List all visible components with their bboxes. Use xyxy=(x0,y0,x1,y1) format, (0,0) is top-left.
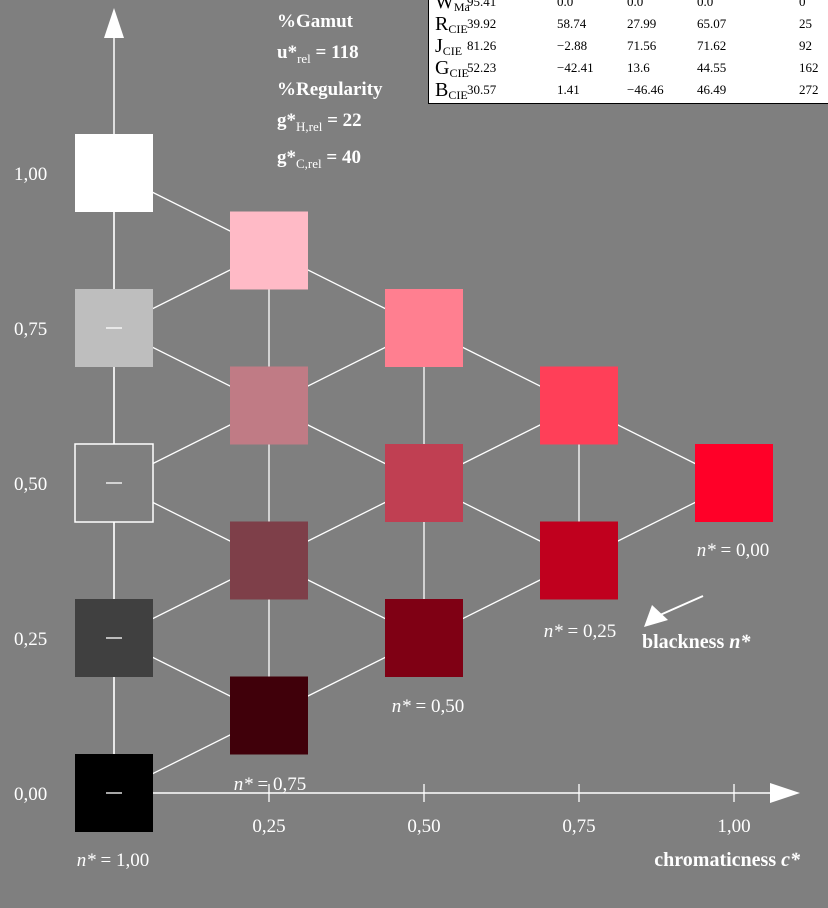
table-row: RCIE 39.92 58.74 27.99 65.07 25 xyxy=(429,13,828,36)
blackness-label: n* = 0,50 xyxy=(392,696,464,717)
row-name: RCIE xyxy=(435,13,468,36)
color-patch xyxy=(230,211,308,290)
color-patch xyxy=(230,366,308,445)
table-row: JCIE 81.26 −2.88 71.56 71.62 92 xyxy=(429,35,828,58)
x-tick-label: 0,50 xyxy=(407,816,440,837)
row-name: JCIE xyxy=(435,35,463,58)
y-tick-label: 0,75 xyxy=(14,319,47,340)
table-cell: 81.26 xyxy=(467,38,497,53)
y-axis-arrow-icon xyxy=(104,8,124,38)
table-cell: 46.49 xyxy=(697,82,727,97)
gamut-metrics: %Gamut u*rel = 118 %Regularity g*H,rel =… xyxy=(277,6,383,178)
table-cell: 0.0 xyxy=(697,0,714,9)
table-cell: 0.0 xyxy=(557,0,574,9)
color-patch xyxy=(385,599,463,677)
gh-rel-metric: g*H,rel = 22 xyxy=(277,109,362,134)
blackness-axis-label: blackness n* xyxy=(642,631,751,653)
x-tick-label: 1,00 xyxy=(717,816,750,837)
table-cell: 0 xyxy=(799,0,806,9)
x-axis-label: chromaticness c* xyxy=(654,849,801,871)
table-cell: 30.57 xyxy=(467,82,497,97)
color-patch xyxy=(385,289,463,367)
y-tick-label: 0,25 xyxy=(14,629,47,650)
table-cell: 25 xyxy=(799,16,812,31)
table-cell: 27.99 xyxy=(627,16,657,31)
x-axis-arrow-icon xyxy=(770,783,800,803)
table-cell: 1.41 xyxy=(557,82,580,97)
table-cell: 71.62 xyxy=(697,38,727,53)
table-cell: 71.56 xyxy=(627,38,657,53)
blackness-label: n* = 0,00 xyxy=(697,540,769,561)
colorimetric-table: WMa 95.41 0.0 0.0 0.0 0 RCIE 39.92 58.74 27.99 65.… xyxy=(428,0,828,104)
regularity-label: %Regularity xyxy=(277,78,383,100)
table-row: BCIE 30.57 1.41 −46.46 46.49 272 xyxy=(429,79,828,102)
blackness-label: n* = 0,25 xyxy=(544,621,616,642)
table-cell: 0.0 xyxy=(627,0,644,9)
row-name: BCIE xyxy=(435,79,468,102)
table-cell: 95.41 xyxy=(467,0,497,9)
blackness-arrow-line xyxy=(659,595,704,616)
x-tick-label: 0,25 xyxy=(252,816,285,837)
blackness-label: n* = 1,00 xyxy=(77,850,149,871)
y-tick-label: 1,00 xyxy=(14,164,47,185)
gamut-label: %Gamut xyxy=(277,11,353,32)
table-cell: 58.74 xyxy=(557,16,587,31)
table-cell: −42.41 xyxy=(557,60,594,75)
color-patch xyxy=(695,444,773,522)
color-patch xyxy=(230,521,308,600)
table-cell: 272 xyxy=(799,82,819,97)
x-tick-label: 0,75 xyxy=(562,816,595,837)
gc-rel-metric: g*C,rel = 40 xyxy=(277,146,361,171)
color-patch xyxy=(540,521,618,600)
u-rel-metric: u*rel = 118 xyxy=(277,42,359,66)
color-patch xyxy=(230,676,308,755)
table-cell: 65.07 xyxy=(697,16,727,31)
y-tick-label: 0,50 xyxy=(14,474,47,495)
blackness-label: n* = 0,75 xyxy=(234,774,306,795)
table-cell: 52.23 xyxy=(467,60,497,75)
table-row: WMa 95.41 0.0 0.0 0.0 0 xyxy=(429,0,828,14)
y-tick-label: 0,00 xyxy=(14,784,47,805)
color-patch xyxy=(540,366,618,445)
row-name: GCIE xyxy=(435,57,469,80)
table-cell: 39.92 xyxy=(467,16,497,31)
color-patch xyxy=(385,444,463,522)
table-cell: 162 xyxy=(799,60,819,75)
blackness-arrow-icon xyxy=(644,605,668,627)
table-cell: 92 xyxy=(799,38,812,53)
table-cell: −46.46 xyxy=(627,82,664,97)
table-row: GCIE 52.23 −42.41 13.6 44.55 162 xyxy=(429,57,828,80)
table-cell: 13.6 xyxy=(627,60,650,75)
table-cell: 44.55 xyxy=(697,60,727,75)
table-cell: −2.88 xyxy=(557,38,588,53)
row-name: WMa xyxy=(435,0,470,14)
